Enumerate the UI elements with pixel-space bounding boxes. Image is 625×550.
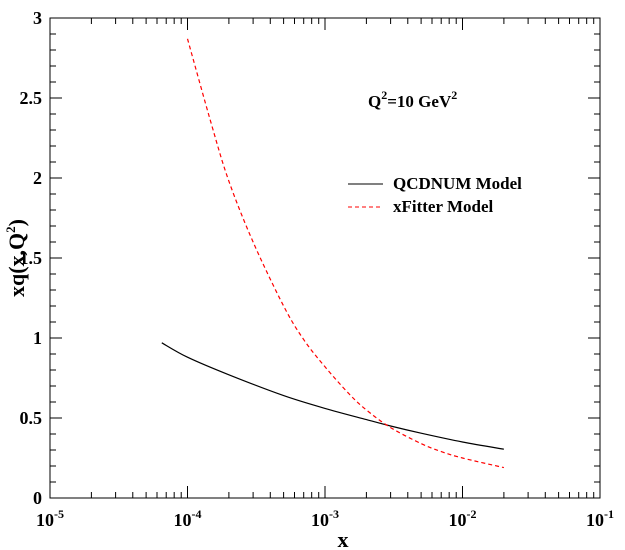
y-tick-label: 1.5 [20,248,43,268]
x-tick-label: 10-3 [311,507,339,530]
axis-ticks [49,17,601,499]
series-line-qcdnum [161,342,504,450]
y-tick-label: 2 [33,168,42,188]
legend-label-xfitter: xFitter Model [393,197,494,216]
x-tick-label: 10-4 [174,507,202,530]
y-tick-label: 0 [33,488,42,508]
x-tick-label: 10-1 [586,507,614,530]
plot-frame [49,17,601,499]
y-axis-title: xq(x,Q2) [3,219,29,297]
y-tick-label: 0.5 [20,408,43,428]
legend-label-qcdnum: QCDNUM Model [393,174,522,193]
series-line-xfitter [186,38,505,469]
x-tick-label: 10-2 [449,507,477,530]
legend: QCDNUM Model xFitter Model [348,174,522,216]
series-layer [161,38,505,469]
y-tick-label: 3 [33,8,42,28]
axis-tick-labels: 10-5 10-4 10-3 10-2 10-1 0 0.5 1 1.5 2 2.5 3 [20,8,615,530]
x-axis-title: x [338,527,349,550]
chart-annotation: Q2=10 GeV2 [368,88,457,111]
y-tick-label: 2.5 [20,88,43,108]
y-tick-label: 1 [33,328,42,348]
x-tick-label: 10-5 [36,507,64,530]
